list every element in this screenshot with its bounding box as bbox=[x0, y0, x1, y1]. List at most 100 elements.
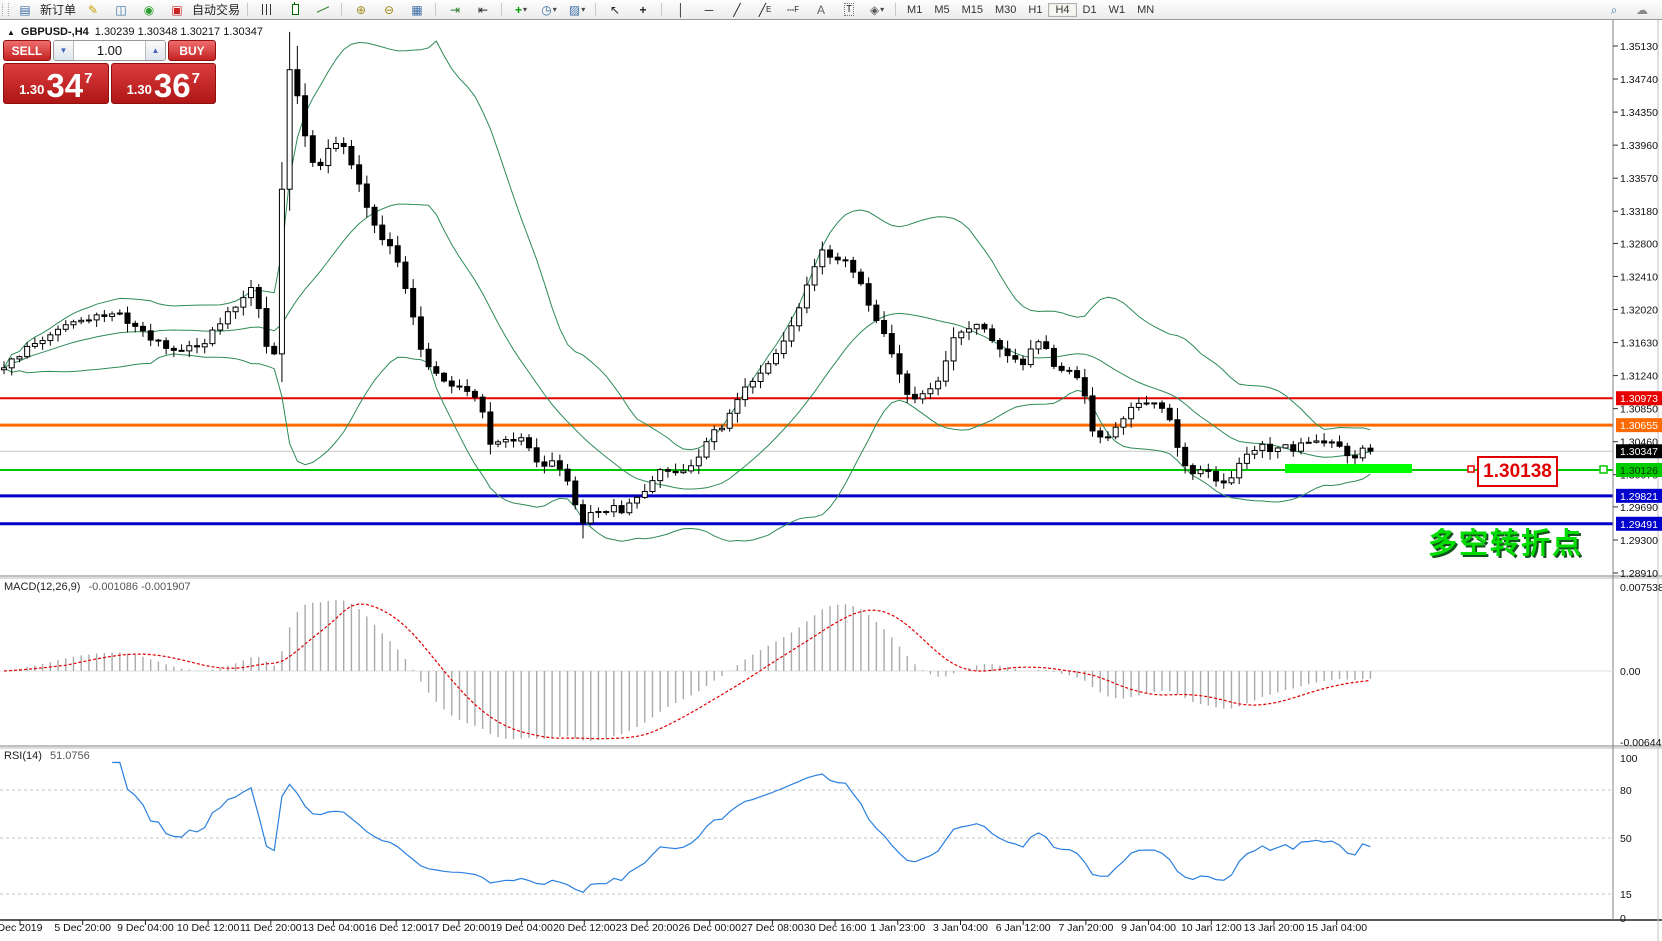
bar-chart-icon[interactable] bbox=[254, 0, 280, 19]
svg-text:50: 50 bbox=[1620, 833, 1632, 845]
svg-text:6 Jan 12:00: 6 Jan 12:00 bbox=[996, 922, 1051, 934]
templates-icon[interactable]: ▨ ▾ bbox=[568, 2, 586, 17]
buy-price-small: 1.30 bbox=[126, 82, 152, 97]
svg-text:1.29821: 1.29821 bbox=[1620, 491, 1658, 503]
sell-button[interactable]: SELL bbox=[3, 40, 51, 61]
buy-price-big: 36 bbox=[153, 67, 191, 104]
svg-text:1.35130: 1.35130 bbox=[1620, 41, 1658, 53]
timeframe-h1[interactable]: H1 bbox=[1028, 3, 1043, 16]
line-chart-icon[interactable] bbox=[310, 0, 336, 19]
price-callout-label[interactable]: 1.30138 bbox=[1477, 456, 1558, 487]
chat-icon[interactable]: ☁ bbox=[1636, 2, 1648, 17]
collapse-triangle-icon[interactable]: ▲ bbox=[7, 27, 15, 37]
buy-button[interactable]: BUY bbox=[168, 40, 216, 61]
tile-windows-icon[interactable]: ▦ bbox=[411, 2, 423, 17]
fibonacci-icon[interactable]: ┄ F bbox=[786, 2, 800, 17]
macd-panel bbox=[0, 600, 1613, 741]
timeframe-d1[interactable]: D1 bbox=[1082, 3, 1097, 16]
buy-price-pip: 7 bbox=[191, 70, 200, 87]
svg-text:1.30850: 1.30850 bbox=[1620, 404, 1658, 416]
svg-text:1 Jan 23:00: 1 Jan 23:00 bbox=[870, 922, 925, 934]
svg-text:7 Jan 20:00: 7 Jan 20:00 bbox=[1058, 922, 1113, 934]
equidistant-channel-icon[interactable]: ╱ E bbox=[758, 2, 772, 17]
arrows-icon[interactable]: ◈ ▾ bbox=[869, 2, 885, 17]
auto-scroll-icon[interactable]: ⇥ bbox=[450, 2, 461, 17]
timeframe-m30[interactable]: M30 bbox=[995, 3, 1017, 16]
svg-text:1.32800: 1.32800 bbox=[1620, 238, 1658, 250]
svg-text:100: 100 bbox=[1620, 753, 1638, 765]
sell-price-big: 34 bbox=[46, 67, 84, 104]
svg-text:17 Dec 20:00: 17 Dec 20:00 bbox=[428, 922, 491, 934]
new-order-label[interactable]: 新订单 bbox=[40, 3, 77, 17]
sell-price-small: 1.30 bbox=[19, 82, 45, 97]
chart-shift-icon[interactable]: ⇤ bbox=[478, 2, 489, 17]
svg-text:9 Jan 04:00: 9 Jan 04:00 bbox=[1121, 922, 1176, 934]
svg-text:1.30655: 1.30655 bbox=[1620, 420, 1658, 432]
new-order-icon[interactable]: ▤ bbox=[19, 2, 31, 17]
svg-text:13 Dec 04:00: 13 Dec 04:00 bbox=[302, 922, 365, 934]
toolbar-grip[interactable] bbox=[2, 3, 9, 16]
signal-icon[interactable]: ◉ bbox=[143, 2, 155, 17]
timeframe-m5[interactable]: M5 bbox=[934, 3, 950, 16]
timeframe-h4[interactable]: H4 bbox=[1048, 2, 1077, 17]
svg-text:20 Dec 12:00: 20 Dec 12:00 bbox=[553, 922, 616, 934]
buy-price-display[interactable]: 1.30 36 7 bbox=[110, 63, 216, 104]
svg-text:1.28910: 1.28910 bbox=[1620, 568, 1658, 580]
svg-text:10 Jan 12:00: 10 Jan 12:00 bbox=[1181, 922, 1242, 934]
sell-price-display[interactable]: 1.30 34 7 bbox=[3, 63, 109, 104]
zoom-out-icon[interactable]: ⊖ bbox=[384, 2, 395, 17]
time-axis: Dec 2019 5 Dec 20:00 9 Dec 04:00 10 Dec 12:… bbox=[0, 920, 1367, 934]
one-click-trading-panel: SELL ▼ 1.00 ▲ BUY 1.30 34 7 1.30 36 7 bbox=[3, 40, 216, 104]
turning-point-annotation[interactable]: 多空转折点 bbox=[1428, 528, 1584, 560]
volume-input[interactable]: 1.00 bbox=[96, 43, 123, 58]
svg-text:1.33570: 1.33570 bbox=[1620, 173, 1658, 185]
svg-text:1.33960: 1.33960 bbox=[1620, 140, 1658, 152]
periods-icon[interactable]: ◷ ▾ bbox=[541, 2, 557, 17]
svg-text:Dec 2019: Dec 2019 bbox=[0, 922, 43, 934]
indicators-icon[interactable]: + ▾ bbox=[515, 2, 528, 17]
svg-text:15 Jan 04:00: 15 Jan 04:00 bbox=[1306, 922, 1367, 934]
trendline-icon[interactable]: ╱ bbox=[733, 2, 741, 17]
svg-text:1.34350: 1.34350 bbox=[1620, 107, 1658, 119]
volume-decrease-button[interactable]: ▼ bbox=[54, 41, 74, 60]
timeframe-mn[interactable]: MN bbox=[1137, 3, 1155, 16]
svg-text:1.34740: 1.34740 bbox=[1620, 74, 1658, 86]
svg-text:1.30347: 1.30347 bbox=[1620, 446, 1658, 458]
timeframe-m1[interactable]: M1 bbox=[907, 3, 923, 16]
candles bbox=[1, 31, 1374, 539]
text-label-icon[interactable]: T bbox=[843, 3, 855, 16]
svg-text:1.29690: 1.29690 bbox=[1620, 502, 1658, 514]
svg-text:5 Dec 20:00: 5 Dec 20:00 bbox=[54, 922, 111, 934]
main-toolbar: ▤ 新订单 ✎ ◫ ◉ ▣ 自动交易 ⊕ ⊖ ▦ ⇥ ⇤ + ▾ ◷ ▾ ▨ ▾ ↖ … bbox=[0, 0, 1662, 20]
vertical-line-icon[interactable]: │ bbox=[677, 2, 685, 17]
horizontal-lines bbox=[0, 397, 1613, 526]
metaeditor-icon[interactable]: ✎ bbox=[87, 2, 99, 17]
volume-box: ▼ 1.00 ▲ bbox=[53, 40, 166, 61]
svg-text:1.29491: 1.29491 bbox=[1620, 519, 1658, 531]
autotrading-icon[interactable]: ▣ bbox=[171, 2, 183, 17]
rsi-label: RSI(14) 51.0756 bbox=[4, 750, 90, 762]
crosshair-icon[interactable]: + bbox=[639, 2, 647, 17]
svg-text:1.30126: 1.30126 bbox=[1620, 465, 1658, 477]
rsi-panel bbox=[0, 761, 1613, 895]
zoom-in-icon[interactable]: ⊕ bbox=[356, 2, 367, 17]
macd-values: -0.001086 -0.001907 bbox=[88, 581, 191, 593]
bollinger-bands bbox=[3, 40, 1371, 542]
macd-label: MACD(12,26,9) -0.001086 -0.001907 bbox=[4, 581, 191, 593]
macd-name: MACD(12,26,9) bbox=[4, 581, 81, 593]
cursor-icon[interactable]: ↖ bbox=[610, 2, 621, 17]
horizontal-line-icon[interactable]: ─ bbox=[704, 2, 714, 17]
chart-window-icon[interactable]: ◫ bbox=[115, 2, 127, 17]
svg-text:80: 80 bbox=[1620, 785, 1632, 797]
svg-text:23 Dec 20:00: 23 Dec 20:00 bbox=[616, 922, 679, 934]
search-icon[interactable]: ⌕ bbox=[1610, 2, 1618, 17]
svg-text:15: 15 bbox=[1620, 889, 1632, 901]
timeframe-w1[interactable]: W1 bbox=[1108, 3, 1126, 16]
text-icon[interactable]: A bbox=[817, 2, 826, 17]
autotrading-label[interactable]: 自动交易 bbox=[192, 3, 241, 17]
candlestick-chart-icon[interactable] bbox=[282, 0, 308, 19]
volume-increase-button[interactable]: ▲ bbox=[145, 41, 165, 60]
timeframe-m15[interactable]: M15 bbox=[961, 3, 983, 16]
